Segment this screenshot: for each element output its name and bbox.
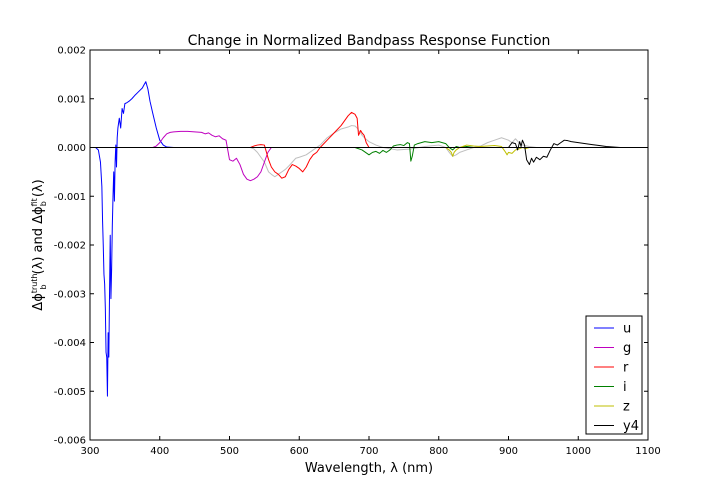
series-line-y4 (508, 139, 628, 166)
y-axis-label: Δϕtruthb(λ) and Δϕfitb(λ) (30, 179, 48, 310)
series-line-fit (250, 125, 544, 178)
legend-label-u: u (623, 322, 631, 337)
legend-label-r: r (623, 361, 629, 376)
series-line-r (250, 111, 370, 179)
x-tick-label: 900 (499, 446, 518, 457)
y-tick-label: -0.003 (54, 289, 86, 300)
series-line-u (95, 81, 174, 397)
x-tick-label: 800 (429, 446, 448, 457)
tick-layer: 300 400 500 600 700 800 900 1000 1100 -0.006 -0.00… (54, 46, 661, 458)
legend-box (585, 315, 643, 435)
y-tick-label: -0.002 (54, 241, 86, 252)
legend-label-i: i (623, 380, 627, 395)
x-tick-label: 1100 (635, 446, 660, 457)
legend-label-g: g (623, 341, 631, 356)
y-label-sub1: b (39, 284, 48, 289)
plot-frame (89, 49, 649, 441)
x-tick-label: 400 (150, 446, 169, 457)
y-label-sup1: truth (30, 274, 39, 294)
y-tick-label: 0.002 (57, 46, 86, 57)
y-tick-label: -0.004 (54, 338, 86, 349)
y-label-sup2: fit (30, 198, 39, 206)
plot-area (90, 50, 648, 440)
y-tick-label: 0.001 (57, 94, 86, 105)
chart-title: Change in Normalized Bandpass Response F… (188, 33, 551, 49)
y-tick-label: -0.006 (54, 436, 86, 447)
legend-label-y4: y4 (623, 419, 639, 434)
y-label-pre: Δϕ (31, 293, 46, 310)
x-axis-label: Wavelength, λ (nm) (305, 461, 433, 476)
y-tick-label: 0.000 (57, 143, 86, 154)
y-label-sub2: b (39, 201, 48, 206)
y-tick-label: -0.001 (54, 192, 86, 203)
y-label-post: (λ) (31, 179, 46, 197)
series-layer (90, 81, 648, 397)
x-tick-label: 300 (80, 446, 99, 457)
x-tick-label: 600 (290, 446, 309, 457)
y-tick-label: -0.005 (54, 387, 86, 398)
legend-label-z: z (623, 400, 630, 415)
x-tick-label: 700 (359, 446, 378, 457)
x-tick-label: 500 (220, 446, 239, 457)
x-tick-label: 1000 (566, 446, 591, 457)
series-line-g (152, 130, 272, 182)
y-label-mid: (λ) and Δϕ (31, 206, 46, 274)
